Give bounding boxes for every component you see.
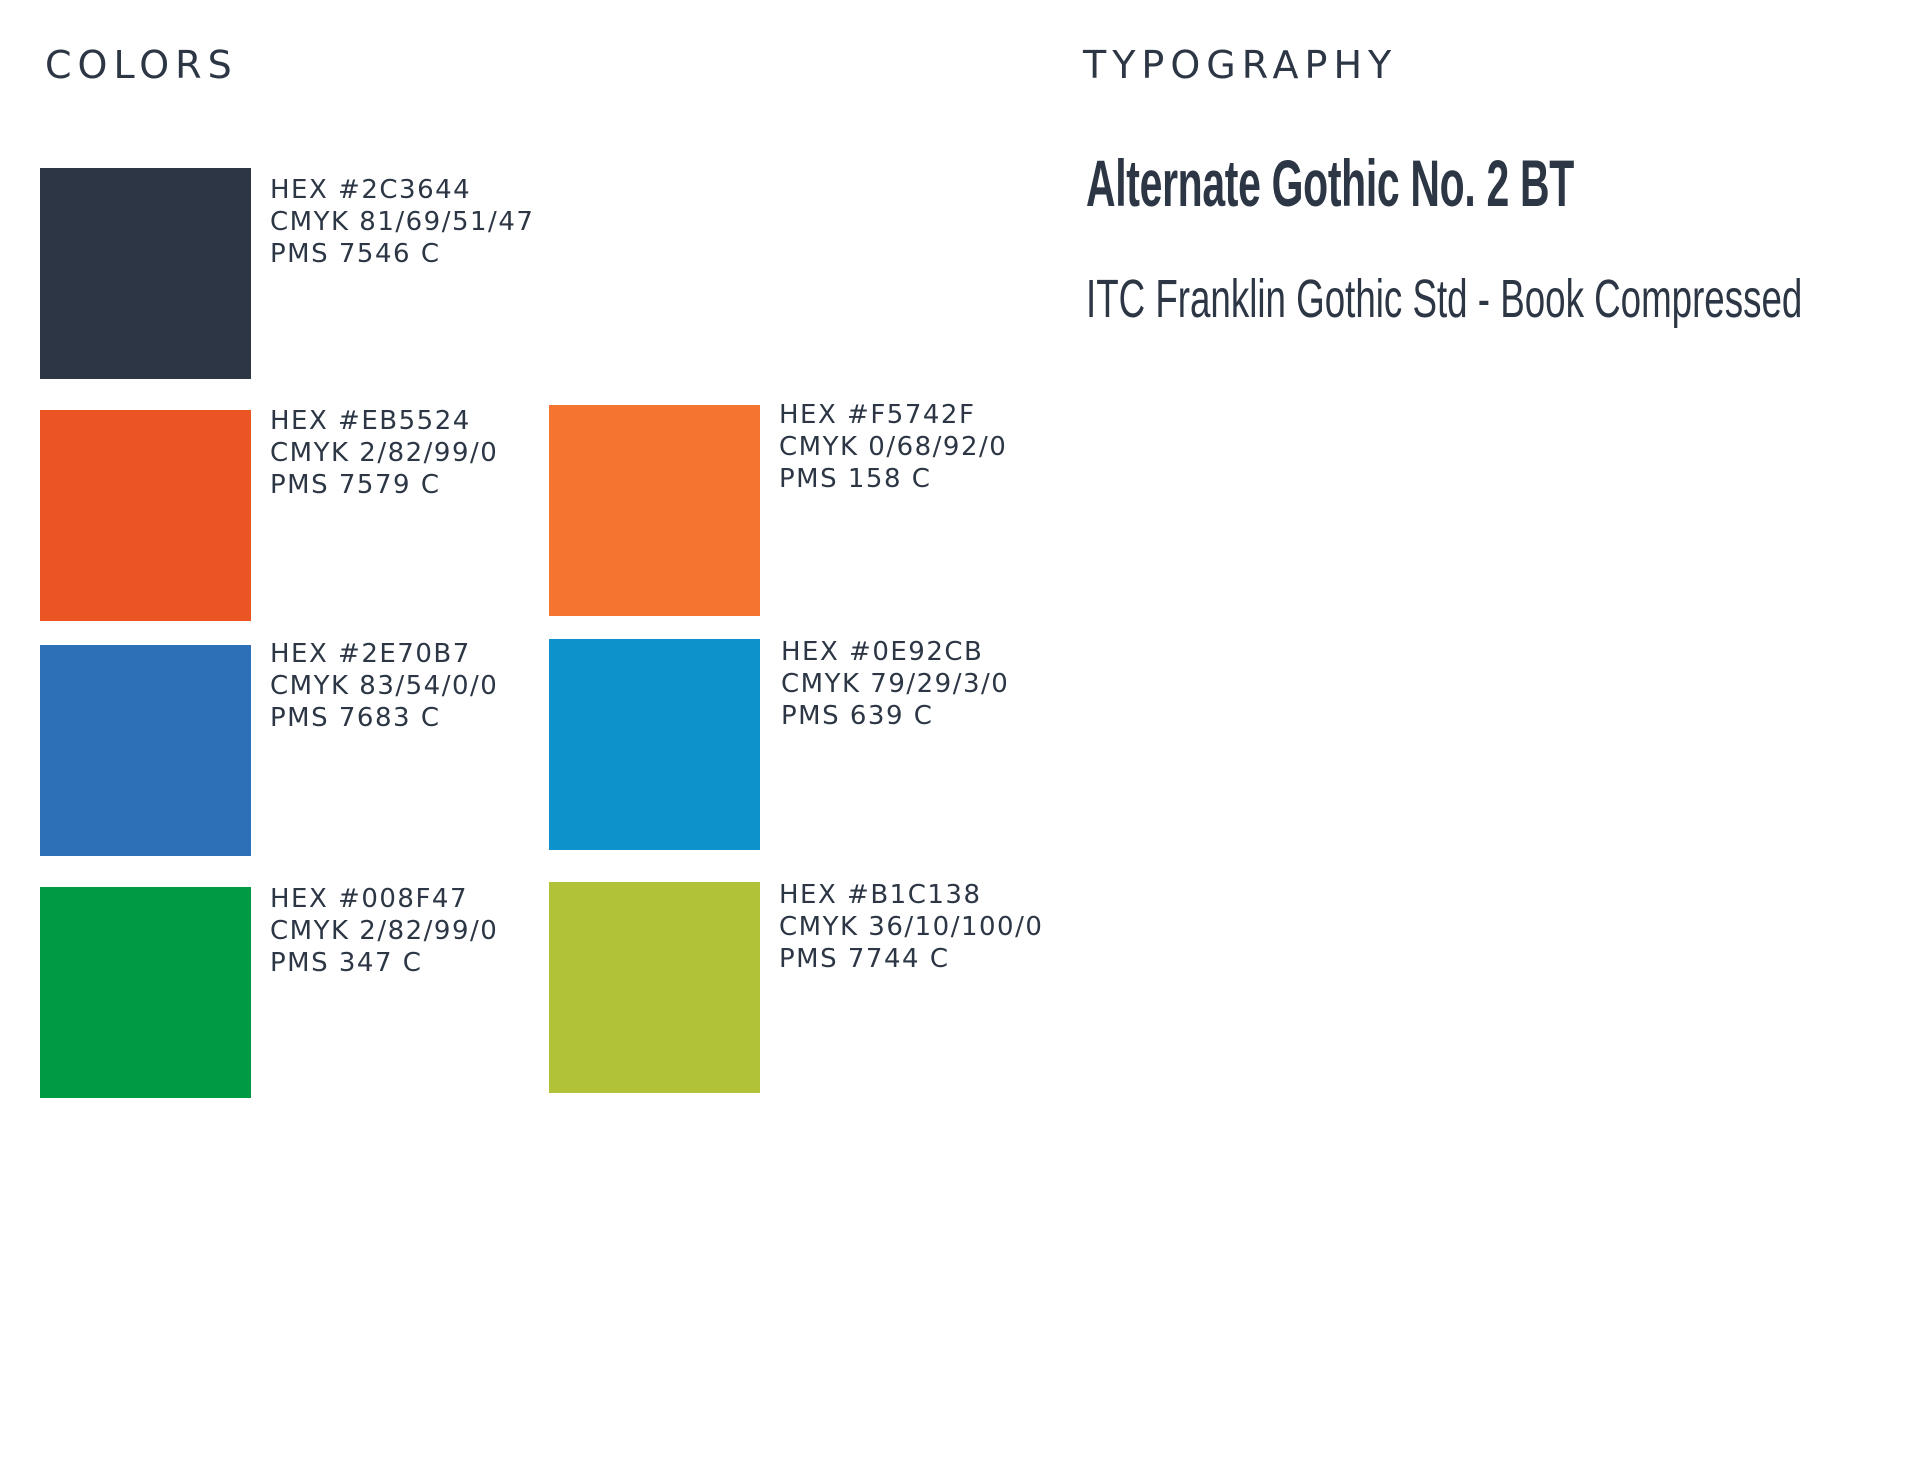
hex-label: HEX #2C3644 bbox=[270, 175, 472, 205]
swatch-info-lime: HEX #B1C138 CMYK 36/10/100/0 PMS 7744 C bbox=[779, 879, 1043, 975]
cmyk-label: CMYK 36/10/100/0 bbox=[779, 912, 1044, 942]
pms-label: PMS 158 C bbox=[779, 464, 932, 494]
color-swatch-navy bbox=[40, 168, 251, 379]
swatch-info-cyan: HEX #0E92CB CMYK 79/29/3/0 PMS 639 C bbox=[781, 636, 1009, 732]
pms-label: PMS 7546 C bbox=[270, 239, 441, 269]
pms-label: PMS 7683 C bbox=[270, 703, 441, 733]
hex-label: HEX #008F47 bbox=[270, 884, 469, 914]
hex-label: HEX #F5742F bbox=[779, 400, 976, 430]
cmyk-label: CMYK 2/82/99/0 bbox=[270, 916, 499, 946]
pms-label: PMS 639 C bbox=[781, 701, 934, 731]
cmyk-label: CMYK 79/29/3/0 bbox=[781, 669, 1010, 699]
hex-label: HEX #2E70B7 bbox=[270, 639, 471, 669]
color-swatch-orange bbox=[549, 405, 760, 616]
pms-label: PMS 7579 C bbox=[270, 470, 441, 500]
pms-label: PMS 7744 C bbox=[779, 944, 950, 974]
font-sample-primary: Alternate Gothic No. 2 BT bbox=[1086, 146, 1574, 220]
color-swatch-cyan bbox=[549, 639, 760, 850]
cmyk-label: CMYK 81/69/51/47 bbox=[270, 207, 535, 237]
swatch-info-red-orange: HEX #EB5524 CMYK 2/82/99/0 PMS 7579 C bbox=[270, 405, 498, 501]
pms-label: PMS 347 C bbox=[270, 948, 423, 978]
cmyk-label: CMYK 83/54/0/0 bbox=[270, 671, 499, 701]
cmyk-label: CMYK 2/82/99/0 bbox=[270, 438, 499, 468]
colors-heading: COLORS bbox=[45, 43, 238, 87]
color-swatch-lime bbox=[549, 882, 760, 1093]
swatch-info-navy: HEX #2C3644 CMYK 81/69/51/47 PMS 7546 C bbox=[270, 174, 534, 270]
hex-label: HEX #B1C138 bbox=[779, 880, 982, 910]
swatch-info-blue: HEX #2E70B7 CMYK 83/54/0/0 PMS 7683 C bbox=[270, 638, 498, 734]
typography-heading: TYPOGRAPHY bbox=[1083, 43, 1398, 87]
swatch-info-green: HEX #008F47 CMYK 2/82/99/0 PMS 347 C bbox=[270, 883, 498, 979]
font-sample-secondary: ITC Franklin Gothic Std - Book Compresse… bbox=[1086, 269, 1803, 329]
hex-label: HEX #0E92CB bbox=[781, 637, 984, 667]
swatch-info-orange: HEX #F5742F CMYK 0/68/92/0 PMS 158 C bbox=[779, 399, 1007, 495]
color-swatch-green bbox=[40, 887, 251, 1098]
cmyk-label: CMYK 0/68/92/0 bbox=[779, 432, 1008, 462]
color-swatch-red-orange bbox=[40, 410, 251, 621]
color-swatch-blue bbox=[40, 645, 251, 856]
hex-label: HEX #EB5524 bbox=[270, 406, 471, 436]
